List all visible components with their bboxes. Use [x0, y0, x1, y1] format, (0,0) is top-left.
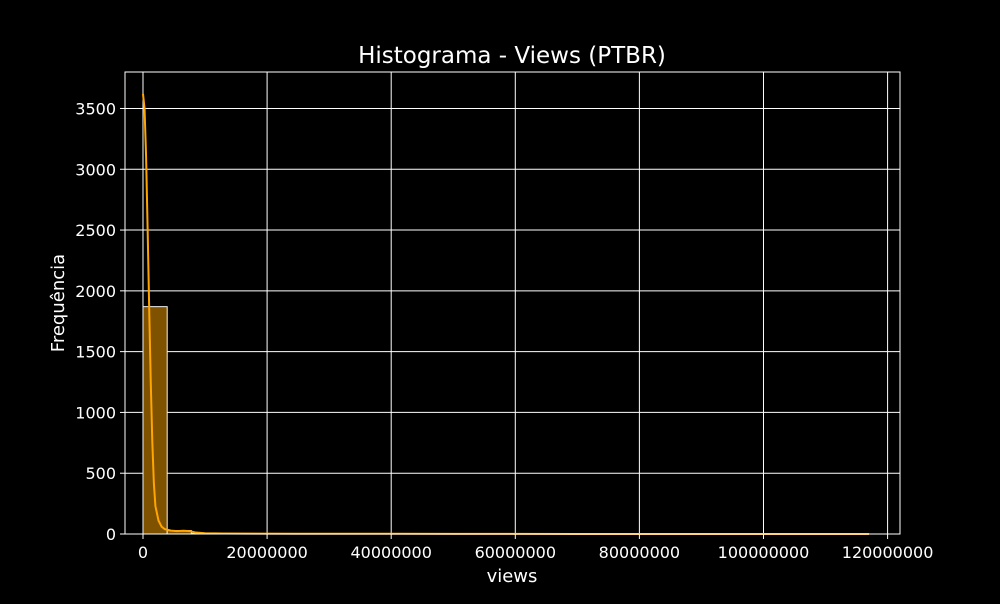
x-tick-label: 100000000 [718, 543, 810, 562]
histogram-bars [143, 307, 869, 534]
y-tick-label: 2500 [75, 221, 116, 240]
x-tick-label: 0 [138, 543, 148, 562]
y-tick-label: 1000 [75, 403, 116, 422]
x-tick-label: 120000000 [842, 543, 934, 562]
y-tick-label: 500 [85, 464, 116, 483]
x-tick-label: 40000000 [350, 543, 431, 562]
y-axis-label: Frequência [48, 254, 69, 352]
y-tick-label: 0 [106, 525, 116, 544]
kde-curve [143, 94, 869, 534]
plot-frame [125, 72, 900, 534]
y-axis-ticks: 0 500 1000 1500 2000 2500 3000 3500 [75, 99, 125, 544]
y-tick-label: 1500 [75, 343, 116, 362]
x-tick-label: 60000000 [475, 543, 556, 562]
y-tick-label: 2000 [75, 282, 116, 301]
chart-title: Histograma - Views (PTBR) [358, 43, 666, 69]
grid [125, 72, 900, 534]
x-tick-label: 80000000 [599, 543, 680, 562]
y-tick-label: 3000 [75, 160, 116, 179]
x-axis-ticks: 0 20000000 40000000 60000000 80000000 1000000… [138, 534, 934, 562]
y-tick-label: 3500 [75, 99, 116, 118]
x-axis-label: views [487, 566, 538, 587]
kde-curve-layer [143, 94, 869, 534]
x-tick-label: 20000000 [226, 543, 307, 562]
